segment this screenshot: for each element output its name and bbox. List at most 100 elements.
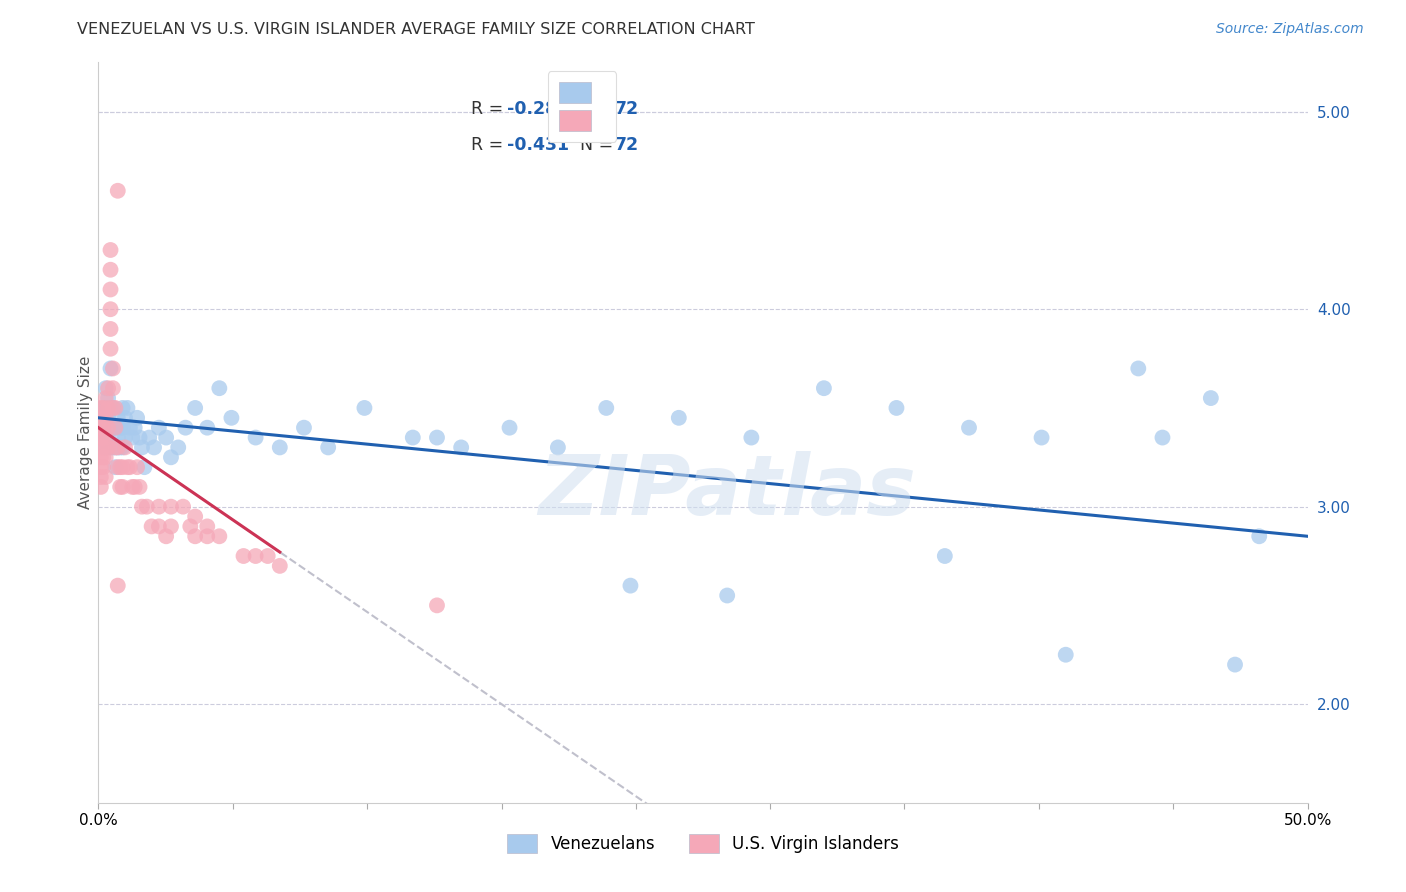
Point bbox=[108, 441, 131, 455]
Point bbox=[108, 460, 131, 475]
Point bbox=[108, 420, 131, 434]
Point bbox=[426, 431, 449, 445]
Point bbox=[100, 322, 122, 336]
Point bbox=[195, 420, 218, 434]
Point bbox=[104, 460, 127, 475]
Point bbox=[90, 441, 112, 455]
Point bbox=[90, 470, 112, 484]
Point bbox=[90, 480, 112, 494]
Point bbox=[100, 361, 122, 376]
Point bbox=[100, 401, 122, 415]
Point bbox=[1223, 657, 1246, 672]
Point bbox=[91, 420, 114, 434]
Point bbox=[114, 410, 136, 425]
Point bbox=[101, 401, 124, 415]
Point bbox=[160, 519, 183, 533]
Point bbox=[208, 529, 231, 543]
Point bbox=[426, 599, 449, 613]
Point bbox=[245, 431, 267, 445]
Point bbox=[91, 460, 114, 475]
Point bbox=[184, 529, 207, 543]
Point bbox=[141, 519, 163, 533]
Point bbox=[121, 431, 143, 445]
Point bbox=[101, 401, 124, 415]
Point bbox=[1128, 361, 1150, 376]
Point bbox=[117, 401, 139, 415]
Point bbox=[97, 391, 120, 405]
Text: 72: 72 bbox=[614, 136, 638, 154]
Point bbox=[91, 410, 114, 425]
Point bbox=[104, 441, 127, 455]
Point bbox=[148, 420, 170, 434]
Point bbox=[100, 342, 122, 356]
Point bbox=[91, 441, 114, 455]
Point bbox=[94, 410, 117, 425]
Point bbox=[245, 549, 267, 563]
Text: ZIPatlas: ZIPatlas bbox=[538, 451, 917, 533]
Point bbox=[232, 549, 254, 563]
Text: -0.285: -0.285 bbox=[508, 100, 569, 118]
Point bbox=[138, 431, 160, 445]
Point bbox=[104, 420, 127, 434]
Point bbox=[118, 460, 141, 475]
Point bbox=[221, 410, 243, 425]
Point bbox=[121, 480, 143, 494]
Point bbox=[208, 381, 231, 395]
Point bbox=[94, 470, 117, 484]
Point bbox=[114, 441, 136, 455]
Point bbox=[353, 401, 375, 415]
Point bbox=[91, 431, 114, 445]
Point bbox=[100, 441, 122, 455]
Point bbox=[94, 431, 117, 445]
Point bbox=[131, 441, 153, 455]
Point bbox=[128, 480, 150, 494]
Point bbox=[148, 519, 170, 533]
Point bbox=[450, 441, 472, 455]
Point bbox=[104, 441, 127, 455]
Point bbox=[94, 401, 117, 415]
Point bbox=[107, 579, 129, 593]
Point bbox=[90, 410, 112, 425]
Point bbox=[155, 431, 177, 445]
Point bbox=[97, 441, 120, 455]
Point bbox=[934, 549, 956, 563]
Point bbox=[107, 441, 129, 455]
Point bbox=[595, 401, 617, 415]
Y-axis label: Average Family Size: Average Family Size bbox=[77, 356, 93, 509]
Point bbox=[100, 302, 122, 317]
Point bbox=[195, 519, 218, 533]
Point bbox=[498, 420, 520, 434]
Point bbox=[94, 381, 117, 395]
Point bbox=[97, 381, 120, 395]
Point bbox=[127, 460, 149, 475]
Text: N =: N = bbox=[579, 136, 619, 154]
Point bbox=[107, 184, 129, 198]
Point bbox=[184, 509, 207, 524]
Point bbox=[256, 549, 278, 563]
Text: R =: R = bbox=[471, 136, 509, 154]
Point bbox=[184, 401, 207, 415]
Text: R =: R = bbox=[471, 100, 509, 118]
Point bbox=[111, 441, 134, 455]
Point bbox=[740, 431, 762, 445]
Point bbox=[124, 420, 146, 434]
Point bbox=[167, 441, 190, 455]
Point bbox=[108, 480, 131, 494]
Point bbox=[101, 420, 124, 434]
Point bbox=[402, 431, 425, 445]
Point bbox=[269, 558, 291, 573]
Point bbox=[104, 401, 127, 415]
Text: N =: N = bbox=[579, 100, 619, 118]
Legend: Venezuelans, U.S. Virgin Islanders: Venezuelans, U.S. Virgin Islanders bbox=[499, 825, 907, 861]
Point bbox=[1054, 648, 1077, 662]
Point bbox=[886, 401, 908, 415]
Point bbox=[90, 420, 112, 434]
Point bbox=[100, 262, 122, 277]
Point bbox=[111, 401, 134, 415]
Point bbox=[160, 450, 183, 465]
Point bbox=[101, 441, 124, 455]
Point bbox=[114, 431, 136, 445]
Point bbox=[107, 431, 129, 445]
Point bbox=[135, 500, 157, 514]
Point bbox=[195, 529, 218, 543]
